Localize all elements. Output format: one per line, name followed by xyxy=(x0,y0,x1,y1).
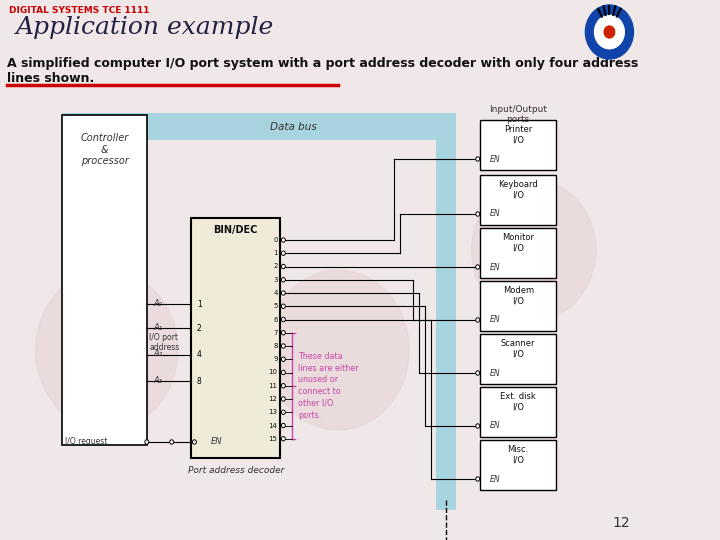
Text: I/O request: I/O request xyxy=(65,437,107,447)
Circle shape xyxy=(282,423,285,428)
Text: 15: 15 xyxy=(269,436,278,442)
Text: 2: 2 xyxy=(273,264,278,269)
Circle shape xyxy=(282,278,285,282)
Circle shape xyxy=(282,251,285,255)
Circle shape xyxy=(604,26,615,38)
Text: Modem
I/O: Modem I/O xyxy=(503,286,534,306)
Text: EN: EN xyxy=(210,437,222,447)
Circle shape xyxy=(595,15,624,49)
Bar xyxy=(480,334,556,384)
Text: 14: 14 xyxy=(269,422,278,429)
Bar xyxy=(480,387,556,437)
Text: 12: 12 xyxy=(612,516,630,530)
Circle shape xyxy=(472,180,596,320)
Text: These data
lines are either
unused or
connect to
other I/O
ports.: These data lines are either unused or co… xyxy=(298,352,359,420)
Circle shape xyxy=(267,270,409,430)
Text: I/O port
address: I/O port address xyxy=(150,333,180,353)
Text: EN: EN xyxy=(490,422,500,430)
Text: A₀: A₀ xyxy=(153,299,163,308)
Text: 3: 3 xyxy=(273,276,278,283)
Circle shape xyxy=(282,304,285,308)
Text: 11: 11 xyxy=(269,383,278,389)
Bar xyxy=(480,440,556,490)
Bar xyxy=(436,113,456,510)
Circle shape xyxy=(282,397,285,401)
Text: Scanner
I/O: Scanner I/O xyxy=(501,339,536,359)
Bar xyxy=(480,281,556,331)
Circle shape xyxy=(282,291,285,295)
Circle shape xyxy=(145,440,149,444)
Circle shape xyxy=(476,477,480,481)
Text: EN: EN xyxy=(490,210,500,219)
Text: Input/Output
ports: Input/Output ports xyxy=(489,105,547,124)
Circle shape xyxy=(282,383,285,388)
Text: EN: EN xyxy=(490,154,500,164)
Text: 0: 0 xyxy=(273,237,278,243)
Circle shape xyxy=(282,357,285,361)
Circle shape xyxy=(192,440,197,444)
Text: 10: 10 xyxy=(269,369,278,375)
Circle shape xyxy=(282,410,285,415)
Text: EN: EN xyxy=(490,475,500,483)
Circle shape xyxy=(476,318,480,322)
Circle shape xyxy=(35,270,178,430)
Circle shape xyxy=(170,440,174,444)
Text: Ext. disk
I/O: Ext. disk I/O xyxy=(500,392,536,411)
Circle shape xyxy=(476,371,480,375)
Circle shape xyxy=(282,330,285,335)
Text: Application example: Application example xyxy=(16,16,274,39)
Bar xyxy=(62,113,454,140)
Text: 8: 8 xyxy=(197,377,202,386)
Text: 9: 9 xyxy=(273,356,278,362)
Text: Port address decoder: Port address decoder xyxy=(188,466,284,475)
Text: Misc.
I/O: Misc. I/O xyxy=(508,446,529,465)
Text: 1: 1 xyxy=(197,300,202,309)
Circle shape xyxy=(282,264,285,269)
Text: DIGITAL SYSTEMS TCE 1111: DIGITAL SYSTEMS TCE 1111 xyxy=(9,6,149,15)
Text: A₂: A₂ xyxy=(153,349,163,359)
Bar xyxy=(480,120,556,170)
Circle shape xyxy=(476,157,480,161)
Text: Keyboard
I/O: Keyboard I/O xyxy=(498,180,538,200)
Text: 8: 8 xyxy=(273,343,278,349)
Text: Monitor
I/O: Monitor I/O xyxy=(503,233,534,253)
Bar xyxy=(480,175,556,225)
Text: 12: 12 xyxy=(269,396,278,402)
Circle shape xyxy=(282,318,285,322)
Text: A₃: A₃ xyxy=(153,376,163,384)
Text: Controller
&
processor: Controller & processor xyxy=(81,133,129,166)
Text: Data bus: Data bus xyxy=(270,122,317,132)
Bar xyxy=(480,228,556,278)
Text: A₁: A₁ xyxy=(153,323,163,332)
Circle shape xyxy=(476,212,480,216)
Text: 4: 4 xyxy=(197,350,202,359)
Text: A simplified computer I/O port system with a port address decoder with only four: A simplified computer I/O port system wi… xyxy=(7,57,639,85)
Text: 2: 2 xyxy=(197,324,202,333)
Text: 6: 6 xyxy=(273,316,278,322)
Circle shape xyxy=(585,5,634,59)
Circle shape xyxy=(476,265,480,269)
Bar xyxy=(62,115,147,445)
Circle shape xyxy=(476,424,480,428)
Text: 1: 1 xyxy=(273,250,278,256)
Text: EN: EN xyxy=(490,262,500,272)
Text: Printer
I/O: Printer I/O xyxy=(504,125,532,145)
Circle shape xyxy=(282,370,285,375)
Bar xyxy=(192,218,280,458)
Text: EN: EN xyxy=(490,315,500,325)
Circle shape xyxy=(282,238,285,242)
Circle shape xyxy=(282,344,285,348)
Text: 4: 4 xyxy=(273,290,278,296)
Text: 13: 13 xyxy=(269,409,278,415)
Text: 7: 7 xyxy=(273,330,278,336)
Text: BIN/DEC: BIN/DEC xyxy=(214,225,258,235)
Text: EN: EN xyxy=(490,368,500,377)
Circle shape xyxy=(282,436,285,441)
Text: 5: 5 xyxy=(273,303,278,309)
